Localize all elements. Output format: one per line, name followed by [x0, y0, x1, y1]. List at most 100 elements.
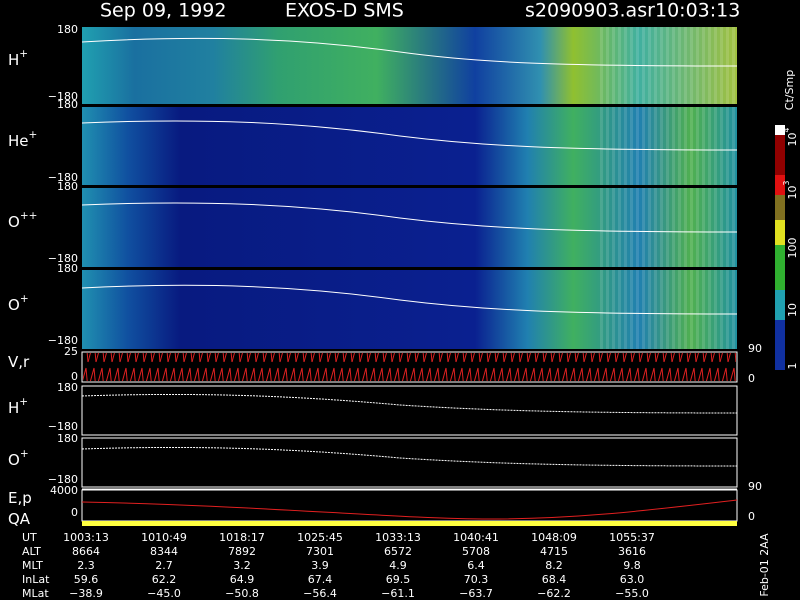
cell: −50.8 [225, 587, 259, 600]
row-label: MLT [22, 559, 43, 572]
cell: 8664 [72, 545, 100, 558]
cell: 4715 [540, 545, 568, 558]
panel-label-sup: + [29, 129, 38, 141]
panel-label: H+ [8, 396, 28, 417]
cell: 3.2 [233, 559, 251, 572]
cell: 63.0 [620, 573, 645, 586]
y2-tick-label: 0 [748, 510, 755, 523]
panel-label: H+ [8, 48, 28, 69]
cell: −61.1 [381, 587, 415, 600]
cell: 1010:49 [141, 531, 187, 544]
footer: Feb-01 2AA [758, 533, 771, 597]
cell: 1040:41 [453, 531, 499, 544]
y-tick-label: 4000 [50, 484, 78, 497]
cell: 8344 [150, 545, 178, 558]
colorbar-label: 104 [782, 127, 799, 146]
cell: 3616 [618, 545, 646, 558]
colorbar-label-sup: 3 [782, 180, 791, 185]
cell: 3.9 [311, 559, 329, 572]
y2-tick-label: 0 [748, 372, 755, 385]
cell: −38.9 [69, 587, 103, 600]
cell: −45.0 [147, 587, 181, 600]
y-tick-label: −180 [48, 252, 78, 265]
colorbar-label: 10 [786, 303, 799, 317]
cell: 1048:09 [531, 531, 577, 544]
header-date: Sep 09, 1992 [100, 0, 226, 22]
cell: 1003:13 [63, 531, 109, 544]
cell: 1018:17 [219, 531, 265, 544]
colorbar-unit: Ct/Smp [783, 70, 796, 110]
colorbar-label: 103 [782, 180, 799, 199]
cell: 67.4 [308, 573, 333, 586]
colorbar-label: 1 [786, 363, 799, 370]
y-tick-label: −180 [48, 473, 78, 486]
y-tick-label: 180 [57, 432, 78, 445]
cell: 70.3 [464, 573, 489, 586]
y2-tick-label: 90 [748, 480, 762, 493]
colorbar [775, 125, 785, 370]
panel-label: He+ [8, 129, 37, 150]
panel-label: O++ [8, 210, 37, 231]
panel-label-base: QA [8, 510, 31, 528]
y-tick-label: 180 [57, 381, 78, 394]
cell: 6572 [384, 545, 412, 558]
header-file: s2090903.asr [525, 0, 655, 22]
cell: 9.8 [623, 559, 641, 572]
cell: 62.2 [152, 573, 177, 586]
cell: −56.4 [303, 587, 337, 600]
panel-label-base: H [8, 51, 19, 69]
panel-label-base: O [8, 213, 20, 231]
cell: 7892 [228, 545, 256, 558]
cell: 1055:37 [609, 531, 655, 544]
y-tick-label: −180 [48, 334, 78, 347]
cell: 1033:13 [375, 531, 421, 544]
colorbar-label-base: 10 [786, 132, 799, 146]
row-label: InLat [22, 573, 50, 586]
cell: −62.2 [537, 587, 571, 600]
panel-label-base: V,r [8, 353, 30, 371]
row-label: ALT [22, 545, 41, 558]
colorbar-label: 100 [786, 238, 799, 259]
panel-label-sup: + [20, 448, 29, 460]
panel-label-sup: + [19, 48, 28, 60]
y-tick-label: 0 [71, 506, 78, 519]
cell: −55.0 [615, 587, 649, 600]
panel-label: O+ [8, 448, 29, 469]
y-tick-label: 0 [71, 370, 78, 383]
y-tick-label: 25 [64, 345, 78, 358]
panel-label-sup: + [19, 396, 28, 408]
panel-label-sup: ++ [20, 210, 38, 222]
y-tick-label: −180 [48, 90, 78, 103]
cell: 7301 [306, 545, 334, 558]
panel-label: V,r [8, 353, 30, 371]
y-tick-label: 180 [57, 98, 78, 111]
panel-label-base: O [8, 296, 20, 314]
colorbar-label-base: 10 [786, 185, 799, 199]
cell: 4.9 [389, 559, 407, 572]
row-label: UT [22, 531, 37, 544]
colorbar-label-sup: 4 [782, 127, 791, 132]
cell: −63.7 [459, 587, 493, 600]
y-tick-label: 180 [57, 23, 78, 36]
cell: 2.3 [77, 559, 95, 572]
y-tick-label: 180 [57, 262, 78, 275]
y-tick-label: 180 [57, 180, 78, 193]
panel-label: E,p [8, 489, 32, 507]
colorbar-label-base: 10 [786, 303, 799, 317]
panel-label-base: O [8, 451, 20, 469]
y-tick-label: −180 [48, 171, 78, 184]
panel-label-base: E,p [8, 489, 32, 507]
row-label: MLat [22, 587, 49, 600]
cell: 6.4 [467, 559, 485, 572]
cell: 5708 [462, 545, 490, 558]
colorbar-label-base: 100 [786, 238, 799, 259]
panel-label-sup: + [20, 293, 29, 305]
cell: 64.9 [230, 573, 255, 586]
cell: 59.6 [74, 573, 99, 586]
spectrograms [81, 27, 738, 526]
colorbar-label-base: 1 [786, 363, 799, 370]
y2-tick-label: 90 [748, 342, 762, 355]
panel-label-base: He [8, 132, 29, 150]
panel-label: QA [8, 510, 31, 528]
